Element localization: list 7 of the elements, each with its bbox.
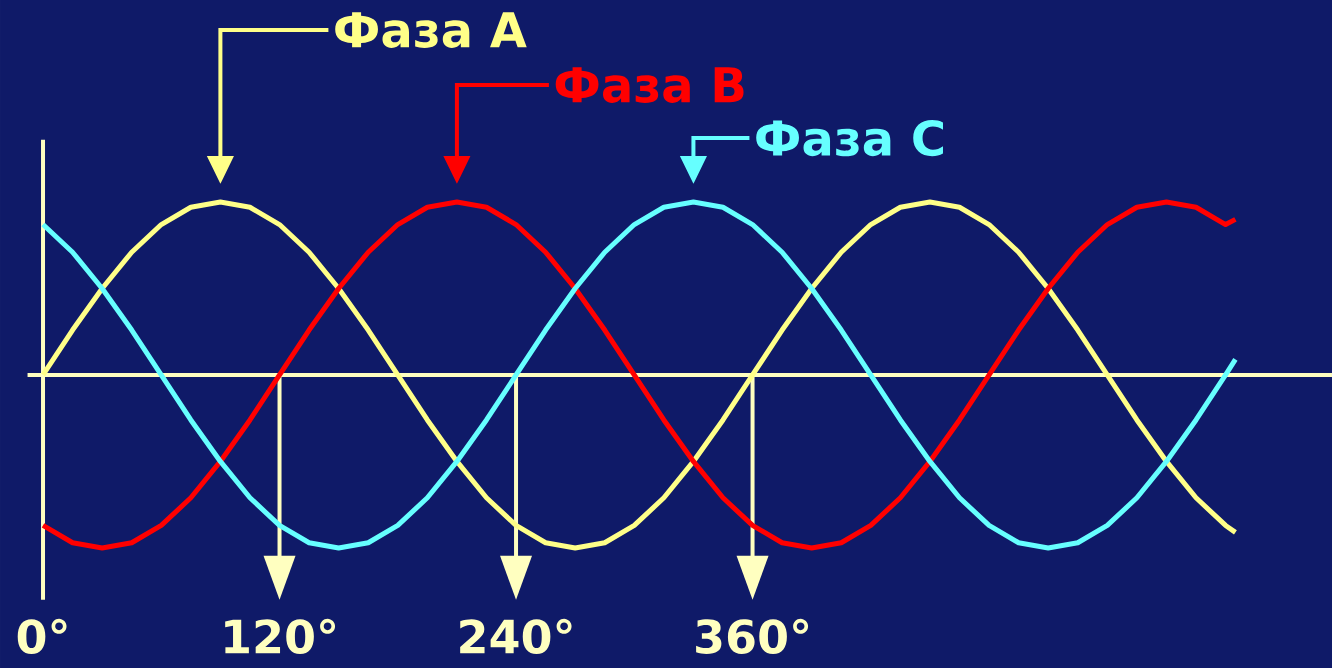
x-tick-label: 0° [17, 618, 67, 654]
text: Фаза В [555, 67, 744, 103]
x-tick-label: 360° [696, 618, 809, 654]
legend-label: Фаза С [756, 119, 943, 157]
x-tick-label: 120° [225, 618, 336, 654]
text: Фаза А [335, 12, 527, 48]
x-tick-label: 240° [460, 618, 572, 654]
